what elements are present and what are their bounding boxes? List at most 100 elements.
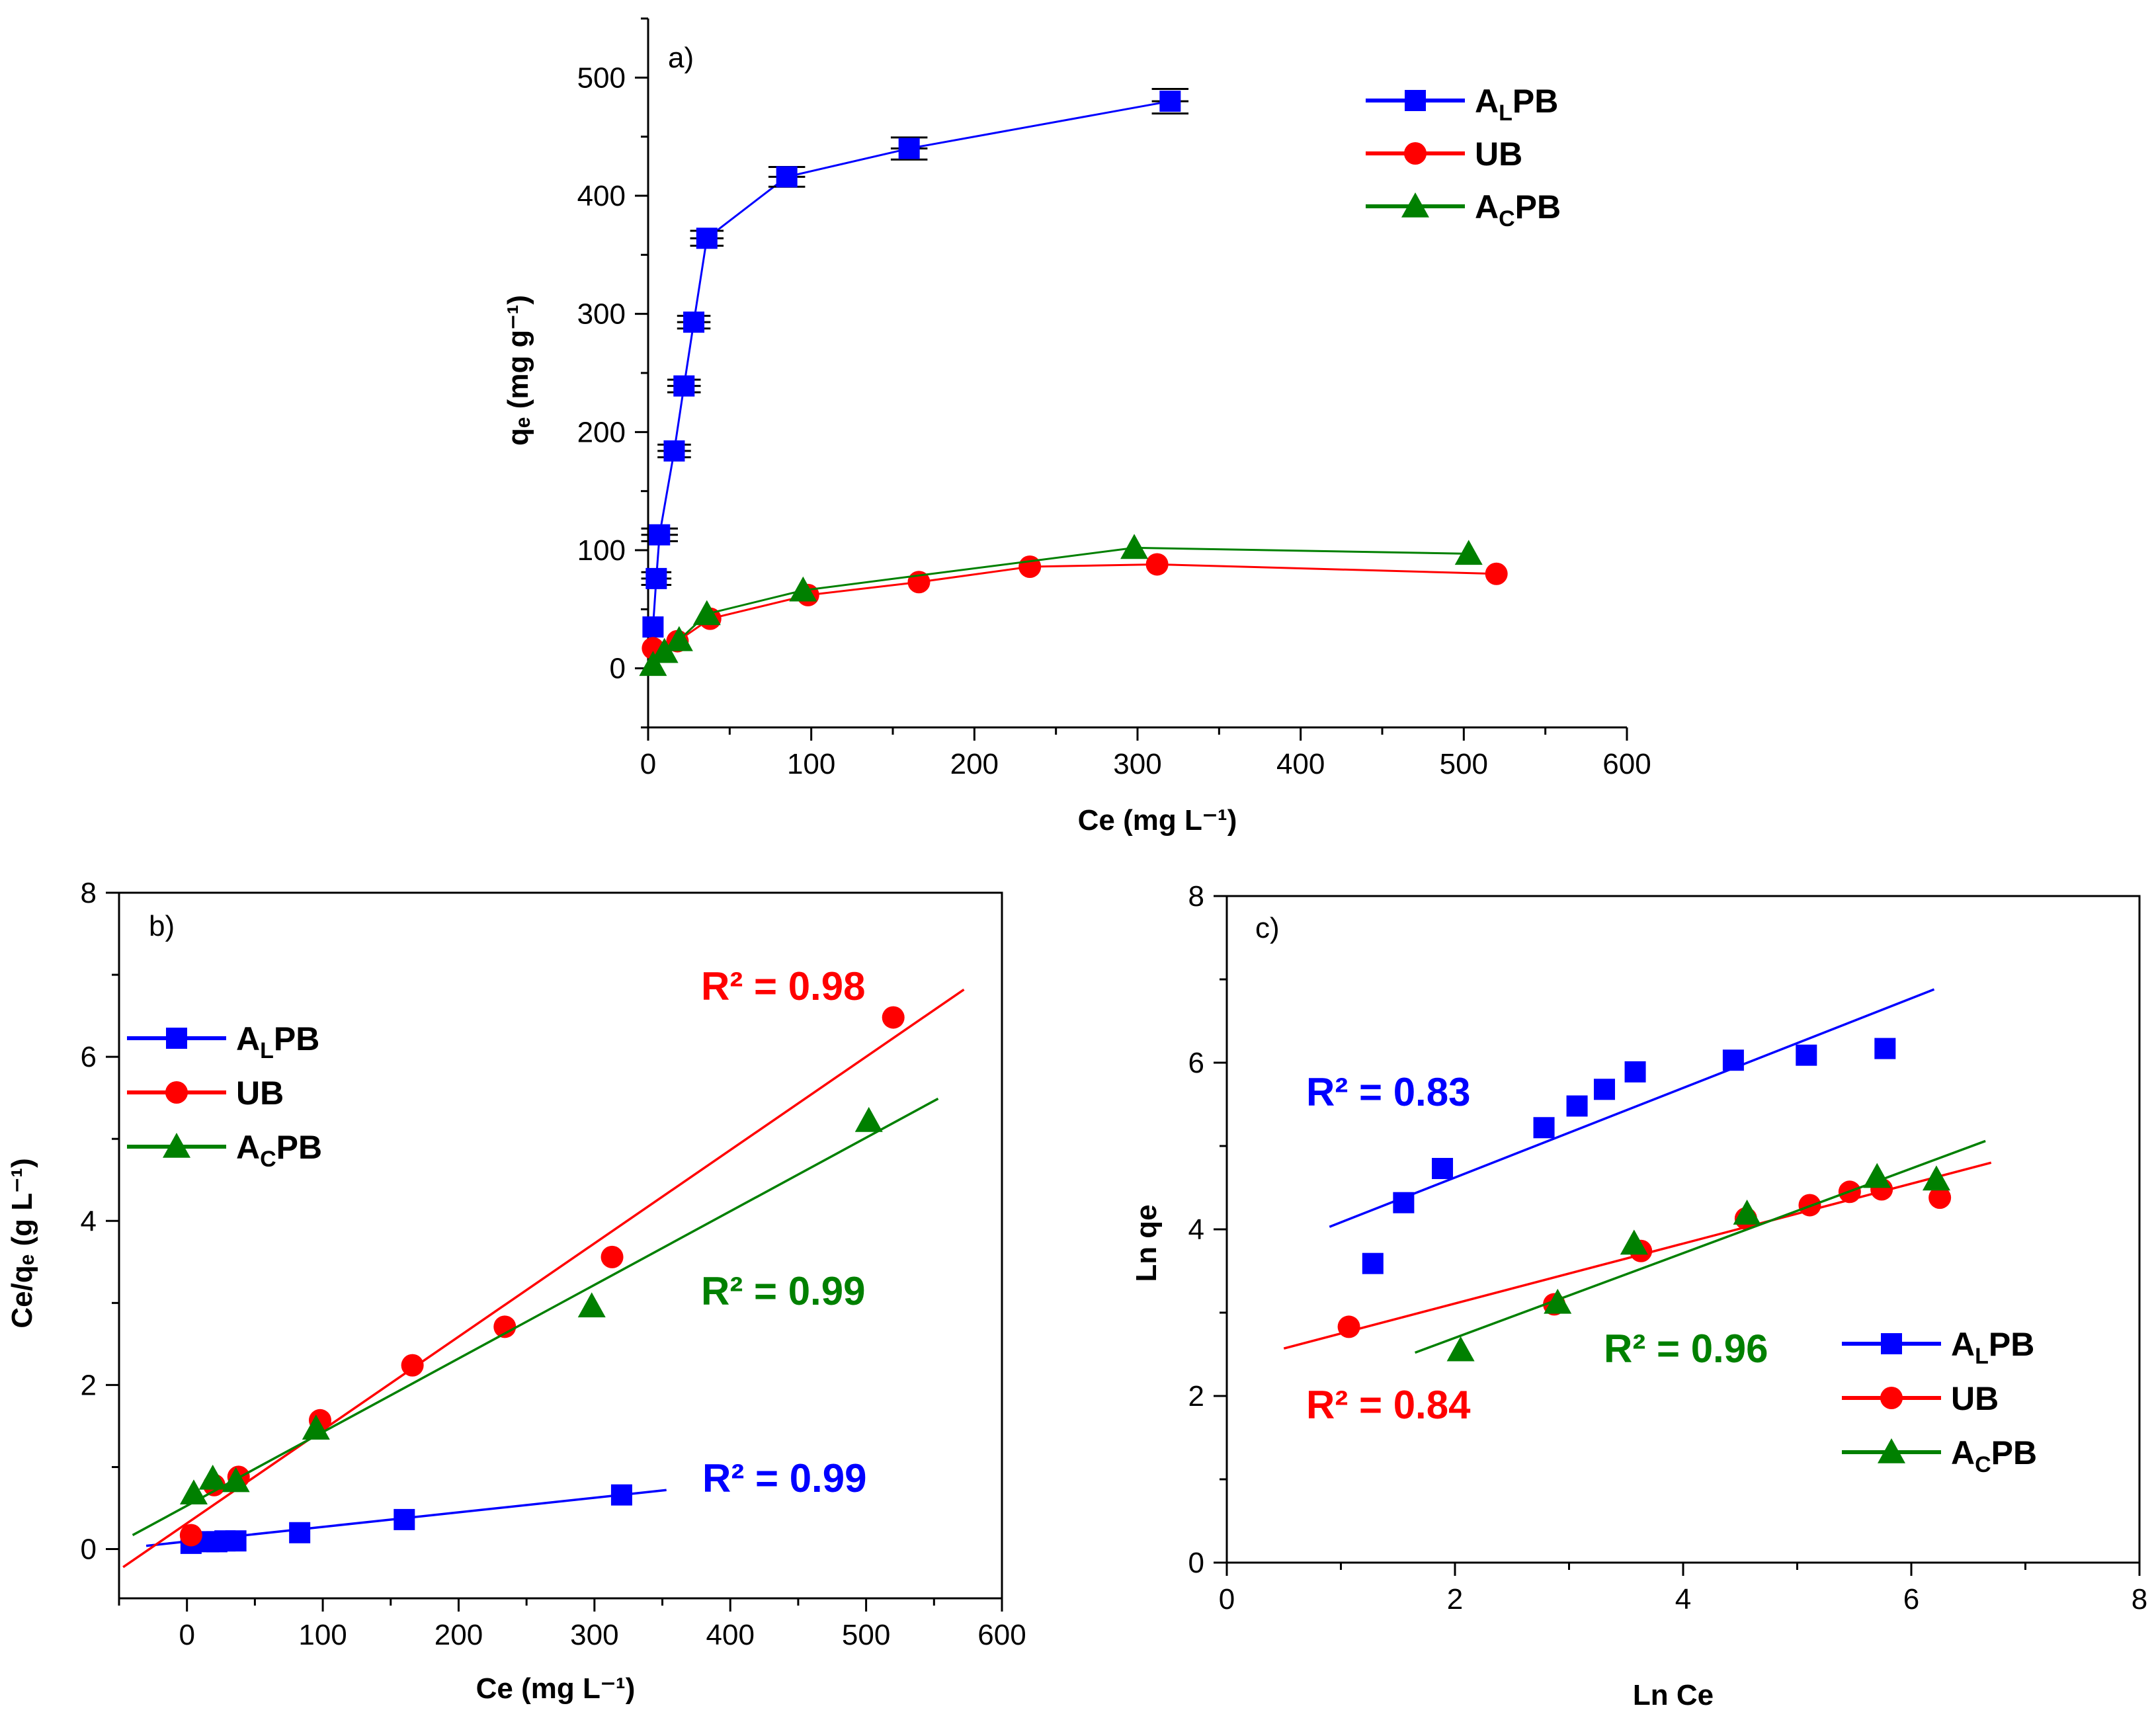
legend-label-main: A bbox=[1951, 1326, 1975, 1363]
legend-marker bbox=[1401, 192, 1429, 218]
series-line bbox=[651, 100, 1171, 628]
data-point bbox=[225, 1530, 247, 1552]
y-tick-label: 4 bbox=[1188, 1213, 1204, 1246]
data-point bbox=[1922, 1165, 1950, 1191]
x-axis-title: Ce (mg L⁻¹) bbox=[476, 1672, 636, 1705]
data-point bbox=[1432, 1158, 1454, 1180]
legend-label-main: A bbox=[236, 1020, 260, 1057]
data-point bbox=[1544, 1288, 1572, 1314]
y-axis-title: Ln qe bbox=[1130, 1204, 1163, 1282]
data-point bbox=[663, 440, 685, 462]
legend-marker bbox=[1880, 1387, 1903, 1409]
legend-label-sub: L bbox=[1499, 101, 1513, 126]
data-point bbox=[302, 1414, 330, 1440]
data-point bbox=[1533, 1117, 1555, 1139]
x-tick-label: 100 bbox=[787, 748, 835, 780]
fit-line bbox=[1415, 1139, 1986, 1354]
data-point bbox=[1454, 540, 1483, 565]
y-tick-label: 2 bbox=[81, 1369, 97, 1401]
x-tick-label: 500 bbox=[1440, 748, 1488, 780]
data-point bbox=[179, 1524, 202, 1547]
legend-label-UB: UB bbox=[236, 1075, 284, 1112]
series-ALPB bbox=[641, 88, 1189, 638]
data-point bbox=[882, 1006, 905, 1029]
data-point bbox=[601, 1245, 624, 1268]
x-tick-label: 300 bbox=[570, 1619, 618, 1651]
series-line bbox=[652, 563, 1497, 649]
legend-label-main: UB bbox=[1475, 136, 1522, 173]
legend-label-rest: PB bbox=[1515, 188, 1561, 225]
x-tick-label: 200 bbox=[435, 1619, 483, 1651]
y-tick-label: 0 bbox=[1188, 1547, 1204, 1579]
x-tick-label: 100 bbox=[298, 1619, 347, 1651]
panel-label: b) bbox=[149, 910, 175, 942]
data-point bbox=[1362, 1252, 1384, 1274]
x-tick-label: 200 bbox=[950, 748, 999, 780]
data-point bbox=[610, 1484, 632, 1506]
x-tick-label: 0 bbox=[640, 748, 656, 780]
y-axis-title: Ce/qₑ (g L⁻¹) bbox=[6, 1158, 38, 1328]
r-squared-label: R² = 0.98 bbox=[701, 964, 865, 1008]
data-point bbox=[401, 1354, 424, 1377]
y-tick-label: 6 bbox=[1188, 1047, 1204, 1079]
y-tick-label: 2 bbox=[1188, 1380, 1204, 1413]
x-tick-label: 500 bbox=[842, 1619, 890, 1651]
data-point bbox=[1120, 534, 1149, 559]
x-tick-label: 600 bbox=[977, 1619, 1026, 1651]
x-tick-label: 0 bbox=[1219, 1583, 1235, 1616]
x-tick-label: 4 bbox=[1675, 1583, 1691, 1616]
data-point bbox=[1337, 1315, 1360, 1338]
legend-label-sub: C bbox=[260, 1147, 276, 1172]
data-point bbox=[493, 1315, 517, 1338]
legend-label-ACPB: ACPB bbox=[1951, 1434, 2037, 1477]
legend-label-rest: PB bbox=[276, 1129, 322, 1166]
data-point bbox=[696, 227, 718, 249]
data-point bbox=[692, 600, 721, 626]
legend-label-sub: L bbox=[1975, 1344, 1989, 1369]
chart-panel-b: 0 100 200 300 400 500 600 0 2 4 6 8 Ce (mg L⁻¹) Ce/qₑ… bbox=[6, 877, 1026, 1705]
legend-marker bbox=[165, 1081, 188, 1104]
data-point bbox=[222, 1467, 250, 1493]
data-point bbox=[683, 311, 705, 333]
data-point bbox=[1393, 1192, 1415, 1213]
legend-label-sub: L bbox=[260, 1038, 274, 1063]
series-ACPB bbox=[639, 534, 1483, 676]
data-point bbox=[639, 651, 667, 676]
x-tick-label: 8 bbox=[2132, 1583, 2147, 1616]
chart-panel-a: 0 100 200 300 400 500 600 0 100 200 300 400 500 Ce (m… bbox=[502, 17, 1651, 837]
legend-label-UB: UB bbox=[1951, 1380, 1999, 1417]
y-axis-title: qₑ (mg g⁻¹) bbox=[502, 295, 534, 446]
data-point bbox=[1722, 1049, 1744, 1071]
legend-label-ACPB: ACPB bbox=[1475, 188, 1561, 231]
legend-label-rest: PB bbox=[274, 1020, 319, 1057]
legend-label-sub: C bbox=[1975, 1452, 1991, 1477]
r-squared-label: R² = 0.99 bbox=[701, 1269, 865, 1313]
legend-label-ALPB: ALPB bbox=[1475, 83, 1558, 126]
fit-line bbox=[132, 1097, 939, 1537]
data-point bbox=[1863, 1163, 1891, 1188]
data-point bbox=[665, 626, 693, 651]
data-point bbox=[1446, 1336, 1475, 1362]
fit-line bbox=[1329, 988, 1935, 1228]
legend-label-main: A bbox=[1475, 188, 1499, 225]
data-point bbox=[289, 1522, 311, 1543]
data-point bbox=[1145, 553, 1169, 576]
legend-label-main: UB bbox=[236, 1075, 284, 1112]
data-point bbox=[1928, 1186, 1952, 1209]
series-ACPB bbox=[1415, 1139, 1986, 1362]
y-tick-label: 8 bbox=[1188, 880, 1204, 913]
data-point bbox=[673, 375, 695, 397]
data-point bbox=[394, 1508, 415, 1530]
data-point bbox=[1566, 1095, 1588, 1117]
legend-label-main: UB bbox=[1951, 1380, 1999, 1417]
data-point bbox=[1593, 1079, 1615, 1100]
series-ACPB bbox=[132, 1097, 939, 1537]
data-point bbox=[1796, 1044, 1817, 1066]
y-tick-label: 4 bbox=[81, 1205, 97, 1237]
data-point bbox=[645, 567, 667, 589]
data-point bbox=[198, 1464, 227, 1490]
data-point bbox=[1485, 562, 1508, 585]
data-point bbox=[179, 1479, 208, 1504]
